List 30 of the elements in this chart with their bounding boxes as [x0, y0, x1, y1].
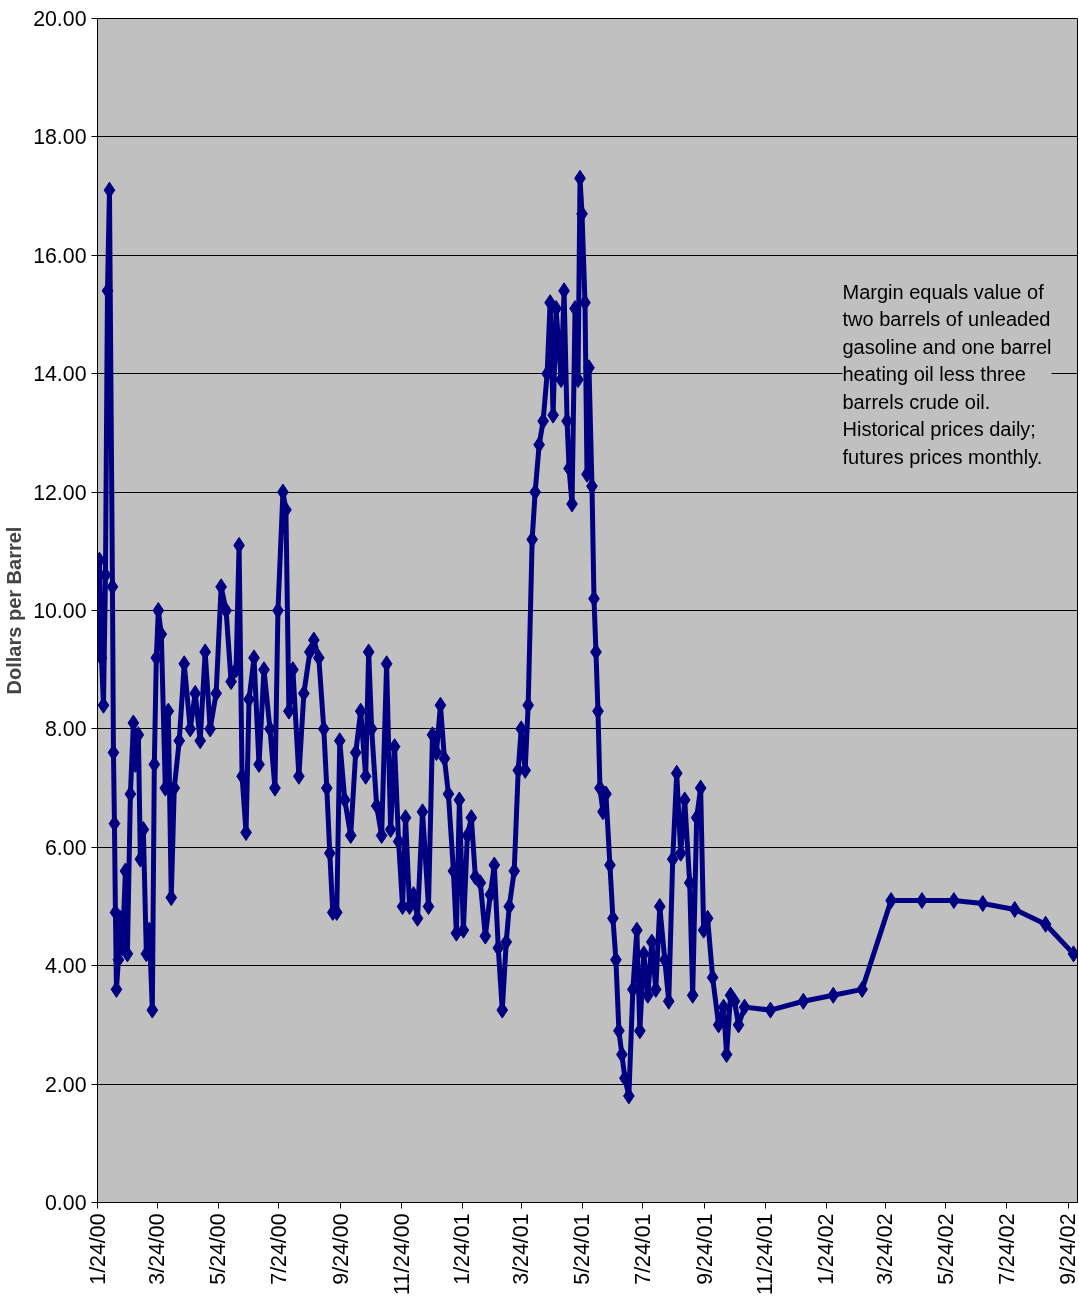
- x-tick-label: 9/24/00: [328, 1213, 353, 1285]
- y-tick-label: 6.00: [44, 835, 87, 860]
- y-tick-label: 4.00: [44, 954, 87, 979]
- x-tick-label: 9/24/01: [692, 1213, 717, 1285]
- y-tick-label: 16.00: [33, 243, 87, 268]
- x-tick-label: 7/24/00: [266, 1213, 291, 1285]
- x-tick-label: 9/24/02: [1055, 1213, 1079, 1285]
- x-tick-label: 3/24/02: [873, 1213, 898, 1285]
- x-tick-label: 11/24/01: [753, 1213, 778, 1295]
- x-tick-label: 5/24/00: [206, 1213, 231, 1285]
- y-axis-title: Dollars per Barrel: [3, 526, 26, 695]
- y-tick-label: 18.00: [33, 125, 87, 150]
- y-tick-label: 0.00: [44, 1191, 87, 1215]
- annotation: Margin equals value of two barrels of unleaded gasoline and one barrel heating oil less three barrels crude oil. Historical prices daily; futures prices monthly.: [842, 280, 1052, 468]
- y-tick-label: 20.00: [33, 7, 87, 31]
- y-tick-label: 14.00: [33, 362, 87, 387]
- x-tick-label: 5/24/02: [933, 1213, 958, 1285]
- x-tick-label: 3/24/01: [509, 1213, 534, 1285]
- y-tick-label: 2.00: [44, 1072, 87, 1097]
- x-tick-label: 1/24/02: [814, 1213, 839, 1285]
- x-tick-label: 1/24/00: [85, 1213, 110, 1285]
- y-tick-label: 8.00: [44, 717, 87, 742]
- y-tick-label: 10.00: [33, 599, 87, 623]
- x-tick-label: 7/24/01: [630, 1213, 655, 1285]
- y-tick-label: 12.00: [33, 480, 87, 505]
- x-tick-label: 11/24/00: [389, 1213, 414, 1295]
- x-tick-label: 3/24/00: [145, 1213, 170, 1285]
- x-tick-label: 7/24/02: [994, 1213, 1019, 1285]
- x-tick-label: 5/24/01: [570, 1213, 595, 1285]
- x-tick-label: 1/24/01: [450, 1213, 475, 1285]
